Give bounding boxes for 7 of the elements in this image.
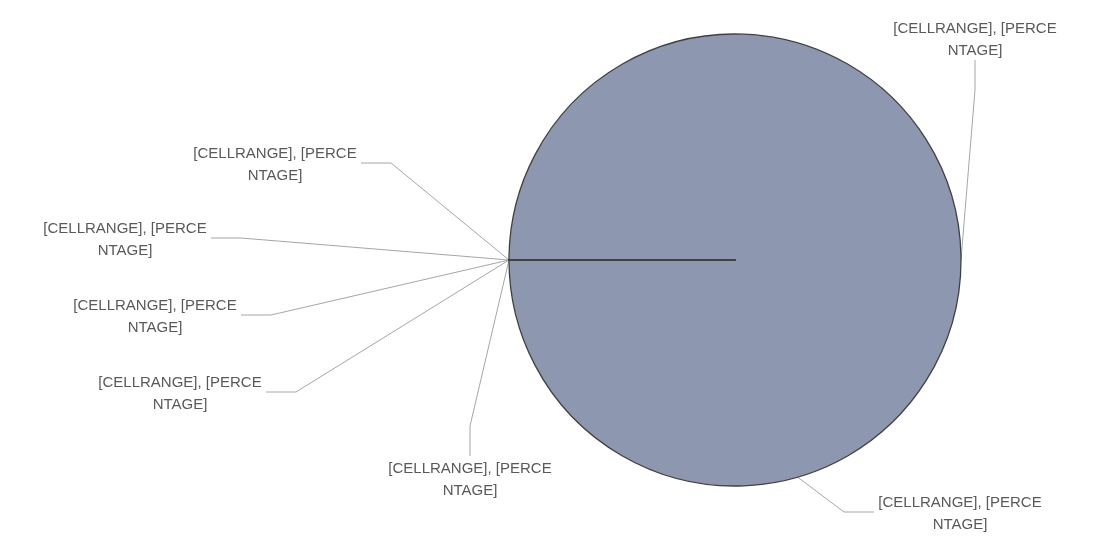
slice-label: [CELLRANGE], [PERCENTAGE] xyxy=(73,295,237,335)
slice-label: [CELLRANGE], [PERCENTAGE] xyxy=(878,492,1042,532)
slice-label: [CELLRANGE], [PERCENTAGE] xyxy=(98,372,262,412)
slice-label: [CELLRANGE], [PERCENTAGE] xyxy=(388,458,552,498)
slice-label: [CELLRANGE], [PERCENTAGE] xyxy=(193,143,357,183)
slice-label: [CELLRANGE], [PERCENTAGE] xyxy=(43,218,207,258)
slice-label: [CELLRANGE], [PERCENTAGE] xyxy=(893,18,1057,58)
